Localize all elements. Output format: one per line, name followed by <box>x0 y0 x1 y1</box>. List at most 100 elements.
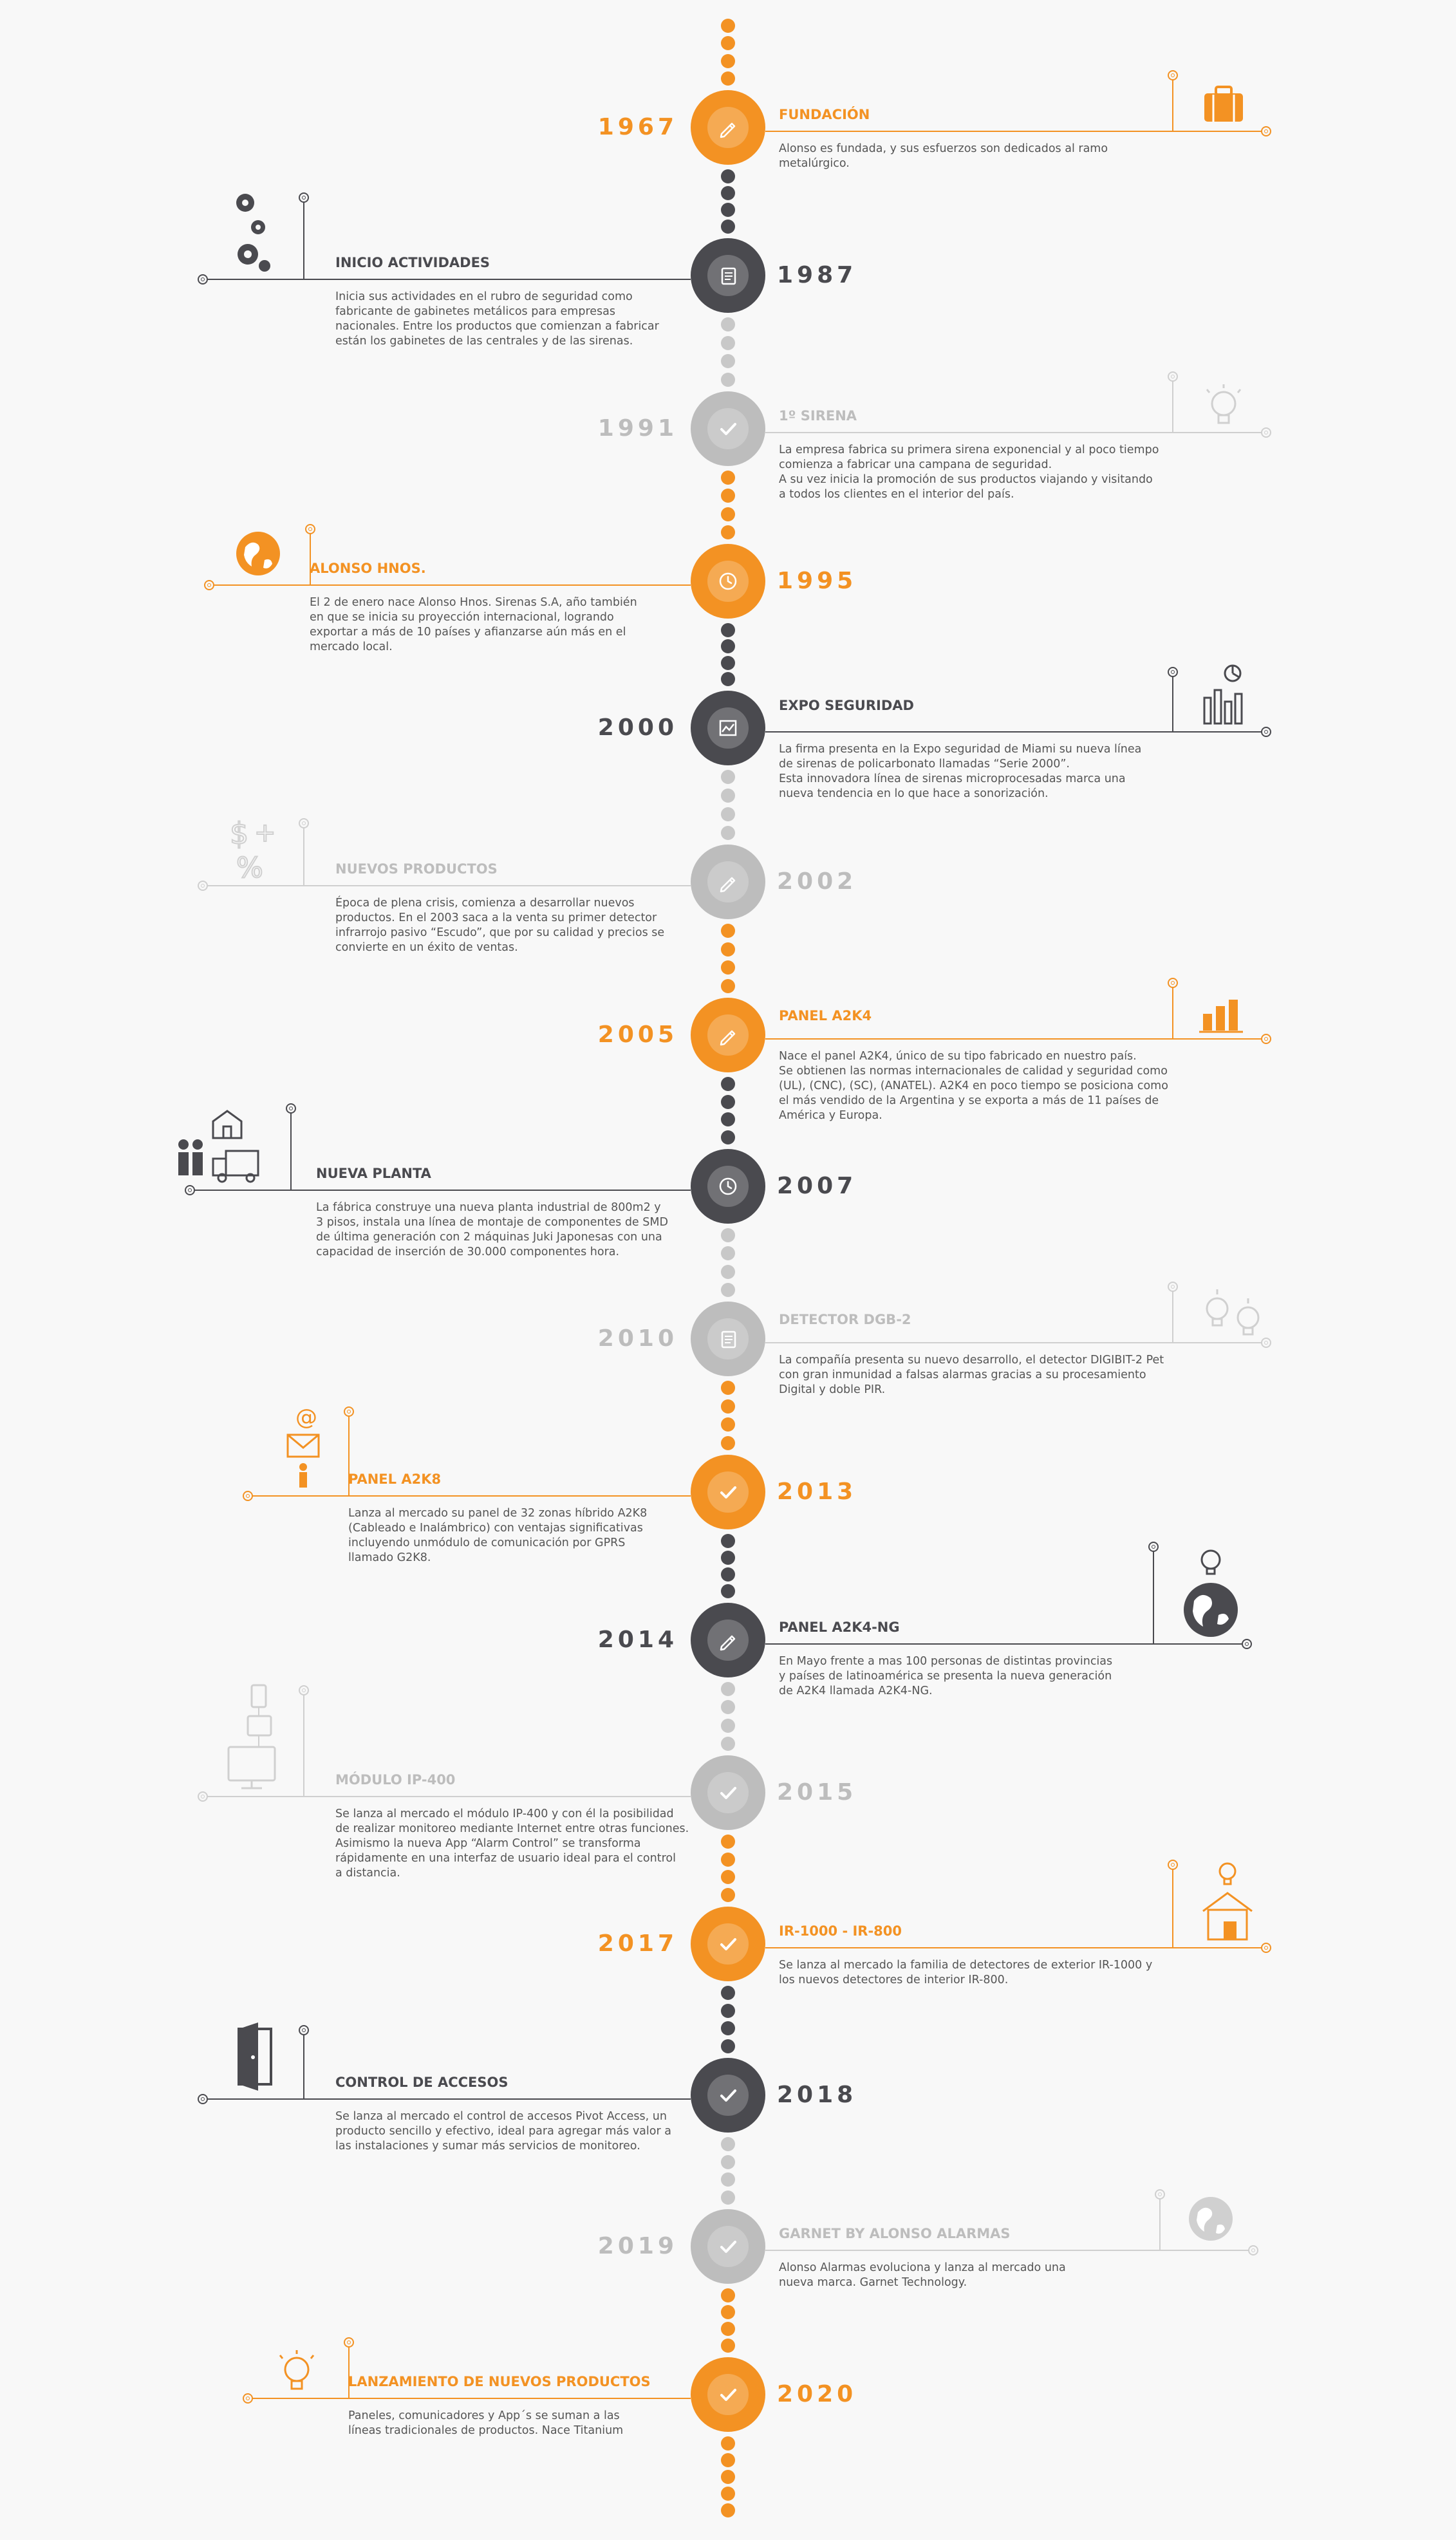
timeline-node[interactable] <box>691 2058 765 2133</box>
factory-truck-icon <box>168 1101 265 1184</box>
event-description: La fábrica construye una nueva planta in… <box>316 1201 668 1259</box>
globe-icon <box>1185 2193 1237 2245</box>
timeline-dot <box>721 2470 735 2484</box>
two-lightbulbs-icon <box>1198 1279 1262 1337</box>
event-year: 1991 <box>597 415 678 442</box>
stalk-end-icon <box>1168 1860 1178 1870</box>
connector-line <box>765 432 1262 433</box>
stalk-line <box>303 827 304 885</box>
stalk-end-icon <box>305 524 315 534</box>
connector-line <box>207 2098 691 2100</box>
event-title: NUEVOS PRODUCTOS <box>335 861 498 877</box>
event-title: PANEL A2K4-NG <box>779 1620 900 1635</box>
pencil-icon <box>707 1620 749 1661</box>
event-year: 2013 <box>777 1479 857 1505</box>
connector-end-icon <box>198 1791 208 1802</box>
event-year: 2014 <box>597 1627 678 1653</box>
event-description: Época de plena crisis, comienza a desarr… <box>335 897 665 955</box>
check-icon <box>707 1923 749 1965</box>
timeline-dot <box>721 2322 735 2336</box>
timeline-node[interactable] <box>691 2209 765 2284</box>
timeline-node[interactable] <box>691 691 765 765</box>
event-year: 1987 <box>777 262 857 288</box>
timeline-dot <box>721 2288 735 2302</box>
event-year: 1995 <box>777 568 857 594</box>
timeline-node[interactable] <box>691 1455 765 1529</box>
stalk-line <box>1172 676 1173 731</box>
stalk-end-icon <box>1155 2189 1165 2199</box>
timeline-dot <box>721 1417 735 1432</box>
timeline-dot <box>721 2487 735 2501</box>
timeline-dot <box>721 2190 735 2205</box>
stalk-end-icon <box>299 192 309 203</box>
connector-line <box>765 731 1262 733</box>
connector-end-icon <box>1248 2245 1258 2255</box>
event-year: 2018 <box>777 2082 857 2108</box>
pencil-icon <box>707 861 749 902</box>
timeline-dot <box>721 1534 735 1548</box>
event-title: EXPO SEGURIDAD <box>779 698 914 713</box>
event-description: Se lanza al mercado el módulo IP-400 y c… <box>335 1807 689 1880</box>
lightbulb-icon <box>1198 382 1249 427</box>
connector-end-icon <box>1261 1034 1271 1044</box>
timeline-dot <box>721 2453 735 2467</box>
timeline-dot <box>721 1436 735 1450</box>
connector-line <box>194 1190 691 1191</box>
timeline-node[interactable] <box>691 391 765 466</box>
timeline-node[interactable] <box>691 998 765 1072</box>
timeline-dot <box>721 71 735 86</box>
event-year: 2002 <box>777 868 857 895</box>
timeline-dot <box>721 623 735 637</box>
timeline-node[interactable] <box>691 238 765 313</box>
timeline-dot <box>721 2305 735 2319</box>
timeline-dot <box>721 655 735 670</box>
timeline-dot <box>721 1228 735 1242</box>
stalk-end-icon <box>1168 70 1178 80</box>
timeline-dot <box>721 1112 735 1127</box>
timeline-dot <box>721 1551 735 1565</box>
event-year: 2007 <box>777 1173 857 1199</box>
timeline-dot <box>721 2339 735 2353</box>
timeline-dot <box>721 672 735 686</box>
document-icon <box>707 1318 749 1359</box>
timeline-node[interactable] <box>691 1149 765 1224</box>
bar-chart-icon <box>1198 982 1246 1033</box>
timeline-node[interactable] <box>691 544 765 619</box>
stalk-end-icon <box>299 1685 309 1695</box>
timeline-dot <box>721 1986 735 2000</box>
chart-icon <box>707 707 749 749</box>
timeline-node[interactable] <box>691 1302 765 1376</box>
stalk-line <box>1153 1551 1154 1643</box>
stalk-line <box>1172 380 1173 432</box>
stalk-line <box>303 2034 304 2098</box>
timeline-node[interactable] <box>691 845 765 919</box>
timeline-dot <box>721 2137 735 2151</box>
stalk-line <box>348 1415 350 1495</box>
connector-end-icon <box>243 2393 253 2404</box>
timeline-dot <box>721 1077 735 1091</box>
event-title: MÓDULO IP-400 <box>335 1772 456 1788</box>
globe-bulb-icon <box>1179 1539 1243 1638</box>
timeline-dot <box>721 1094 735 1109</box>
event-title: DETECTOR DGB-2 <box>779 1312 911 1327</box>
timeline-node[interactable] <box>691 1907 765 1981</box>
timeline-node[interactable] <box>691 90 765 165</box>
connector-line <box>207 279 691 280</box>
timeline-dot <box>721 471 735 485</box>
timeline-node[interactable] <box>691 1603 765 1677</box>
event-description: Se lanza al mercado el control de acceso… <box>335 2110 671 2153</box>
document-icon <box>707 255 749 296</box>
event-title: PANEL A2K4 <box>779 1008 872 1023</box>
timeline-node[interactable] <box>691 2357 765 2432</box>
pencil-icon <box>707 1014 749 1056</box>
connector-end-icon <box>1261 727 1271 737</box>
connector-end-icon <box>185 1185 195 1195</box>
connector-end-icon <box>1261 1943 1271 1953</box>
timeline-dot <box>721 354 735 369</box>
event-description: La empresa fabrica su primera sirena exp… <box>779 444 1159 501</box>
connector-end-icon <box>1261 427 1271 438</box>
timeline-node[interactable] <box>691 1755 765 1830</box>
event-year: 2010 <box>597 1325 678 1352</box>
event-year: 2000 <box>597 714 678 741</box>
timeline-dot <box>721 2021 735 2036</box>
